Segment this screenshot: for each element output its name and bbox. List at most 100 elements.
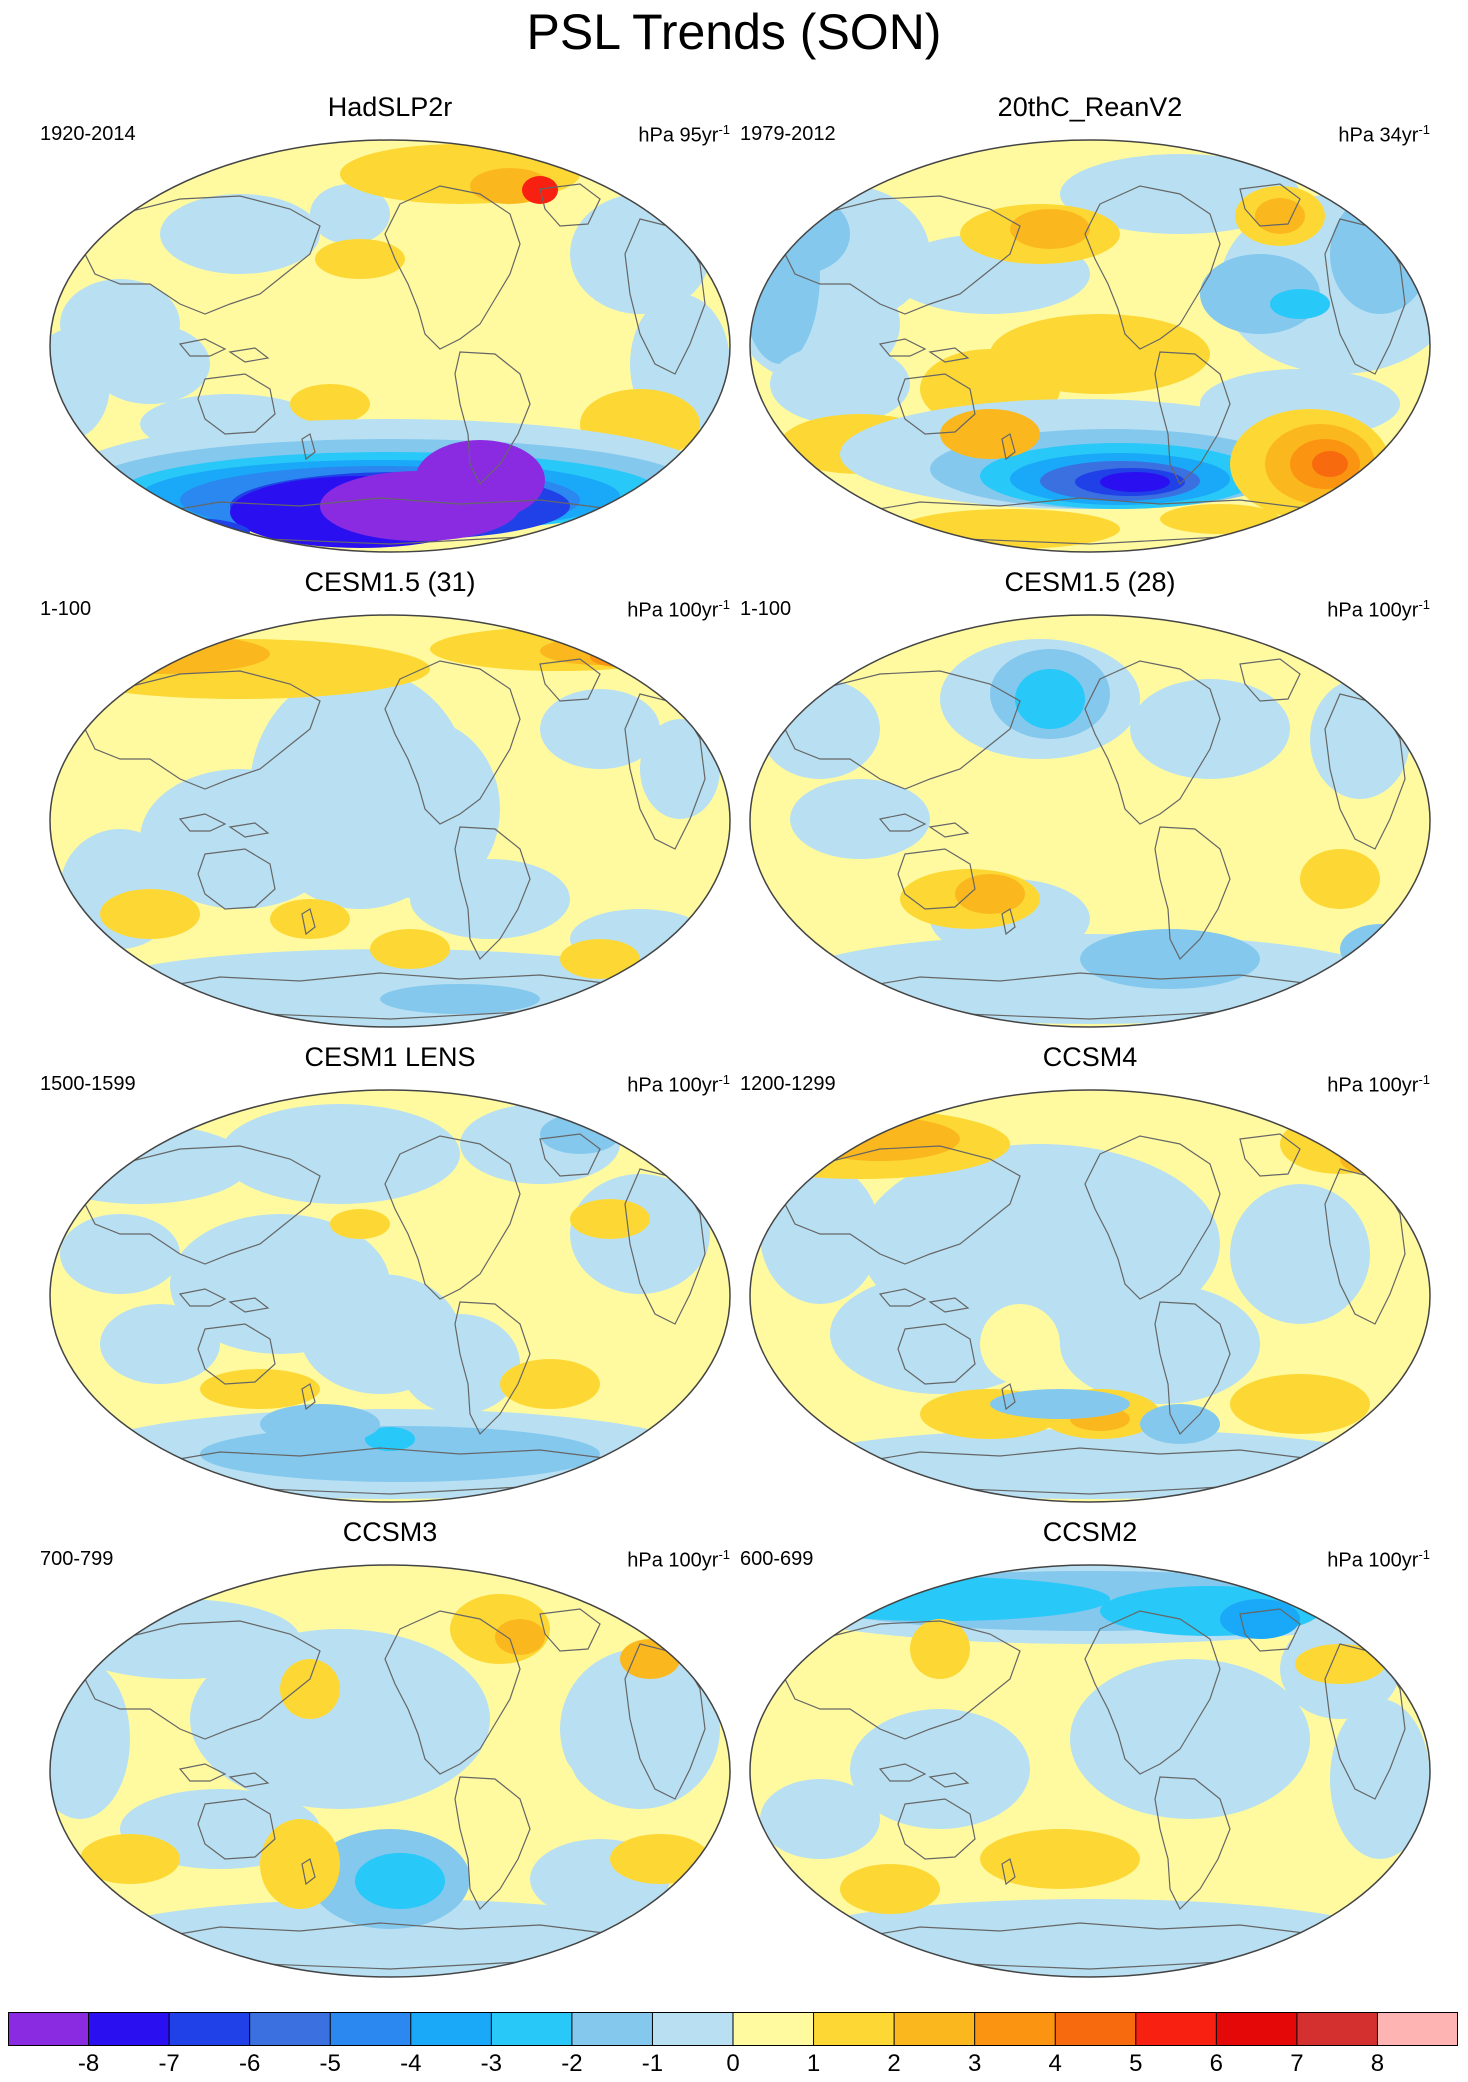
map-border [49, 614, 731, 1028]
coastline [384, 660, 521, 825]
coastline [454, 1776, 531, 1911]
coastline [197, 373, 276, 435]
colorbar-swatch [249, 2012, 331, 2046]
coastline [454, 351, 531, 486]
map-panel: CESM1.5 (31) 1-100 hPa 100yr-1 [40, 567, 740, 1028]
coastline [1001, 1858, 1016, 1886]
colorbar-tick-label: 6 [1209, 2050, 1224, 2077]
coastline [79, 1145, 321, 1265]
map-panel: CCSM2 600-699 hPa 100yr-1 [740, 1517, 1440, 1978]
colorbar-tick-label: 8 [1370, 2050, 1385, 2077]
trend-contour [560, 939, 640, 979]
coastline [897, 373, 976, 435]
trend-contour [840, 1864, 940, 1914]
trend-contour [620, 1639, 680, 1679]
map-panel: CCSM3 700-799 hPa 100yr-1 [40, 1517, 740, 1978]
coastline [1084, 660, 1221, 825]
trend-contour [1080, 929, 1260, 989]
trend-contour [140, 769, 340, 909]
trend-contour [1295, 1644, 1385, 1684]
colorbar-swatch [8, 2012, 90, 2046]
trend-contour [640, 719, 720, 819]
panel-period: 1-100 [40, 598, 92, 620]
coastline [197, 1323, 276, 1385]
coastline [878, 338, 927, 357]
coastline [779, 1145, 1021, 1265]
coastline [384, 1610, 521, 1775]
coastline [539, 658, 601, 702]
trend-contour [270, 899, 350, 939]
trend-contour [290, 384, 370, 424]
colorbar-tick-label: -6 [238, 2050, 261, 2077]
trend-contour [1060, 1284, 1260, 1404]
colorbar-tick-label: 2 [887, 2050, 901, 2077]
colorbar-tick-label: -4 [400, 2050, 422, 2077]
panel-units: hPa 100yr-1 [1327, 1072, 1430, 1097]
map-border [49, 1564, 731, 1978]
trend-contour [495, 1619, 545, 1655]
trend-contour [380, 984, 540, 1014]
map-border [749, 614, 1431, 1028]
trend-contour [790, 1429, 1390, 1499]
colorbar-swatch [169, 2012, 251, 2046]
trend-contour [1230, 1184, 1370, 1324]
panel-title: 20thC_ReanV2 [997, 92, 1183, 122]
coastline [384, 185, 521, 350]
map-border [749, 1089, 1431, 1503]
coastline [1154, 351, 1231, 486]
colorbar-swatch [330, 2012, 412, 2046]
coastline [1001, 1383, 1016, 1411]
trend-contour [280, 1659, 340, 1719]
colorbar-tick-label: 4 [1048, 2050, 1062, 2077]
colorbar-tick-label: 1 [806, 2050, 821, 2077]
colorbar-swatch [1135, 2012, 1217, 2046]
map-panel: HadSLP2r 1920-2014 hPa 95yr-1 [40, 92, 740, 553]
trend-contour [560, 1649, 720, 1809]
coastline [301, 908, 316, 936]
colorbar-tick-label: -8 [77, 2050, 100, 2077]
trend-contour [70, 516, 250, 548]
trend-contour [1310, 679, 1410, 799]
panel-title: CCSM4 [1042, 1042, 1138, 1072]
trend-contour [50, 1124, 250, 1204]
trend-map [49, 1564, 731, 1978]
coastline [779, 670, 1021, 790]
colorbar-swatch [410, 2012, 492, 2046]
colorbar-swatch [1296, 2012, 1378, 2046]
trend-contour [1270, 289, 1330, 319]
coastline [1239, 1133, 1301, 1177]
coastline [878, 1288, 927, 1307]
trend-contour [100, 1304, 220, 1384]
map-panel: 20thC_ReanV2 1979-2012 hPa 34yr-1 [740, 92, 1440, 553]
map-panel: CESM1 LENS 1500-1599 hPa 100yr-1 [40, 1042, 740, 1503]
trend-contour [1015, 669, 1085, 729]
colorbar-swatch [88, 2012, 170, 2046]
trend-contour [760, 1779, 880, 1859]
coastline [539, 1608, 601, 1652]
trend-contour [190, 1629, 490, 1809]
coastline [928, 347, 970, 363]
trend-field [750, 1090, 1430, 1502]
colorbar-swatch [1216, 2012, 1298, 2046]
colorbar-swatch [1377, 2012, 1458, 2046]
panel-title: CESM1.5 (31) [304, 567, 476, 597]
trend-contour [80, 1834, 180, 1884]
trend-contour [90, 324, 210, 404]
trend-contour [315, 239, 405, 279]
trend-field [750, 140, 1430, 552]
coastline [178, 813, 227, 832]
colorbar-swatch [1055, 2012, 1137, 2046]
trend-map [749, 1564, 1431, 1978]
trend-contour [540, 689, 660, 769]
panel-period: 1979-2012 [740, 123, 836, 145]
colorbar-tick-label: 3 [967, 2050, 982, 2077]
panel-title: CESM1 LENS [304, 1042, 476, 1072]
trend-contour [840, 1954, 960, 1977]
trend-map [49, 1089, 731, 1503]
panel-title: CCSM3 [342, 1517, 438, 1547]
coastline [79, 670, 321, 790]
trend-map [749, 1089, 1431, 1503]
trend-field [50, 615, 730, 1027]
trend-contour [370, 929, 450, 969]
trend-contour [110, 529, 250, 549]
